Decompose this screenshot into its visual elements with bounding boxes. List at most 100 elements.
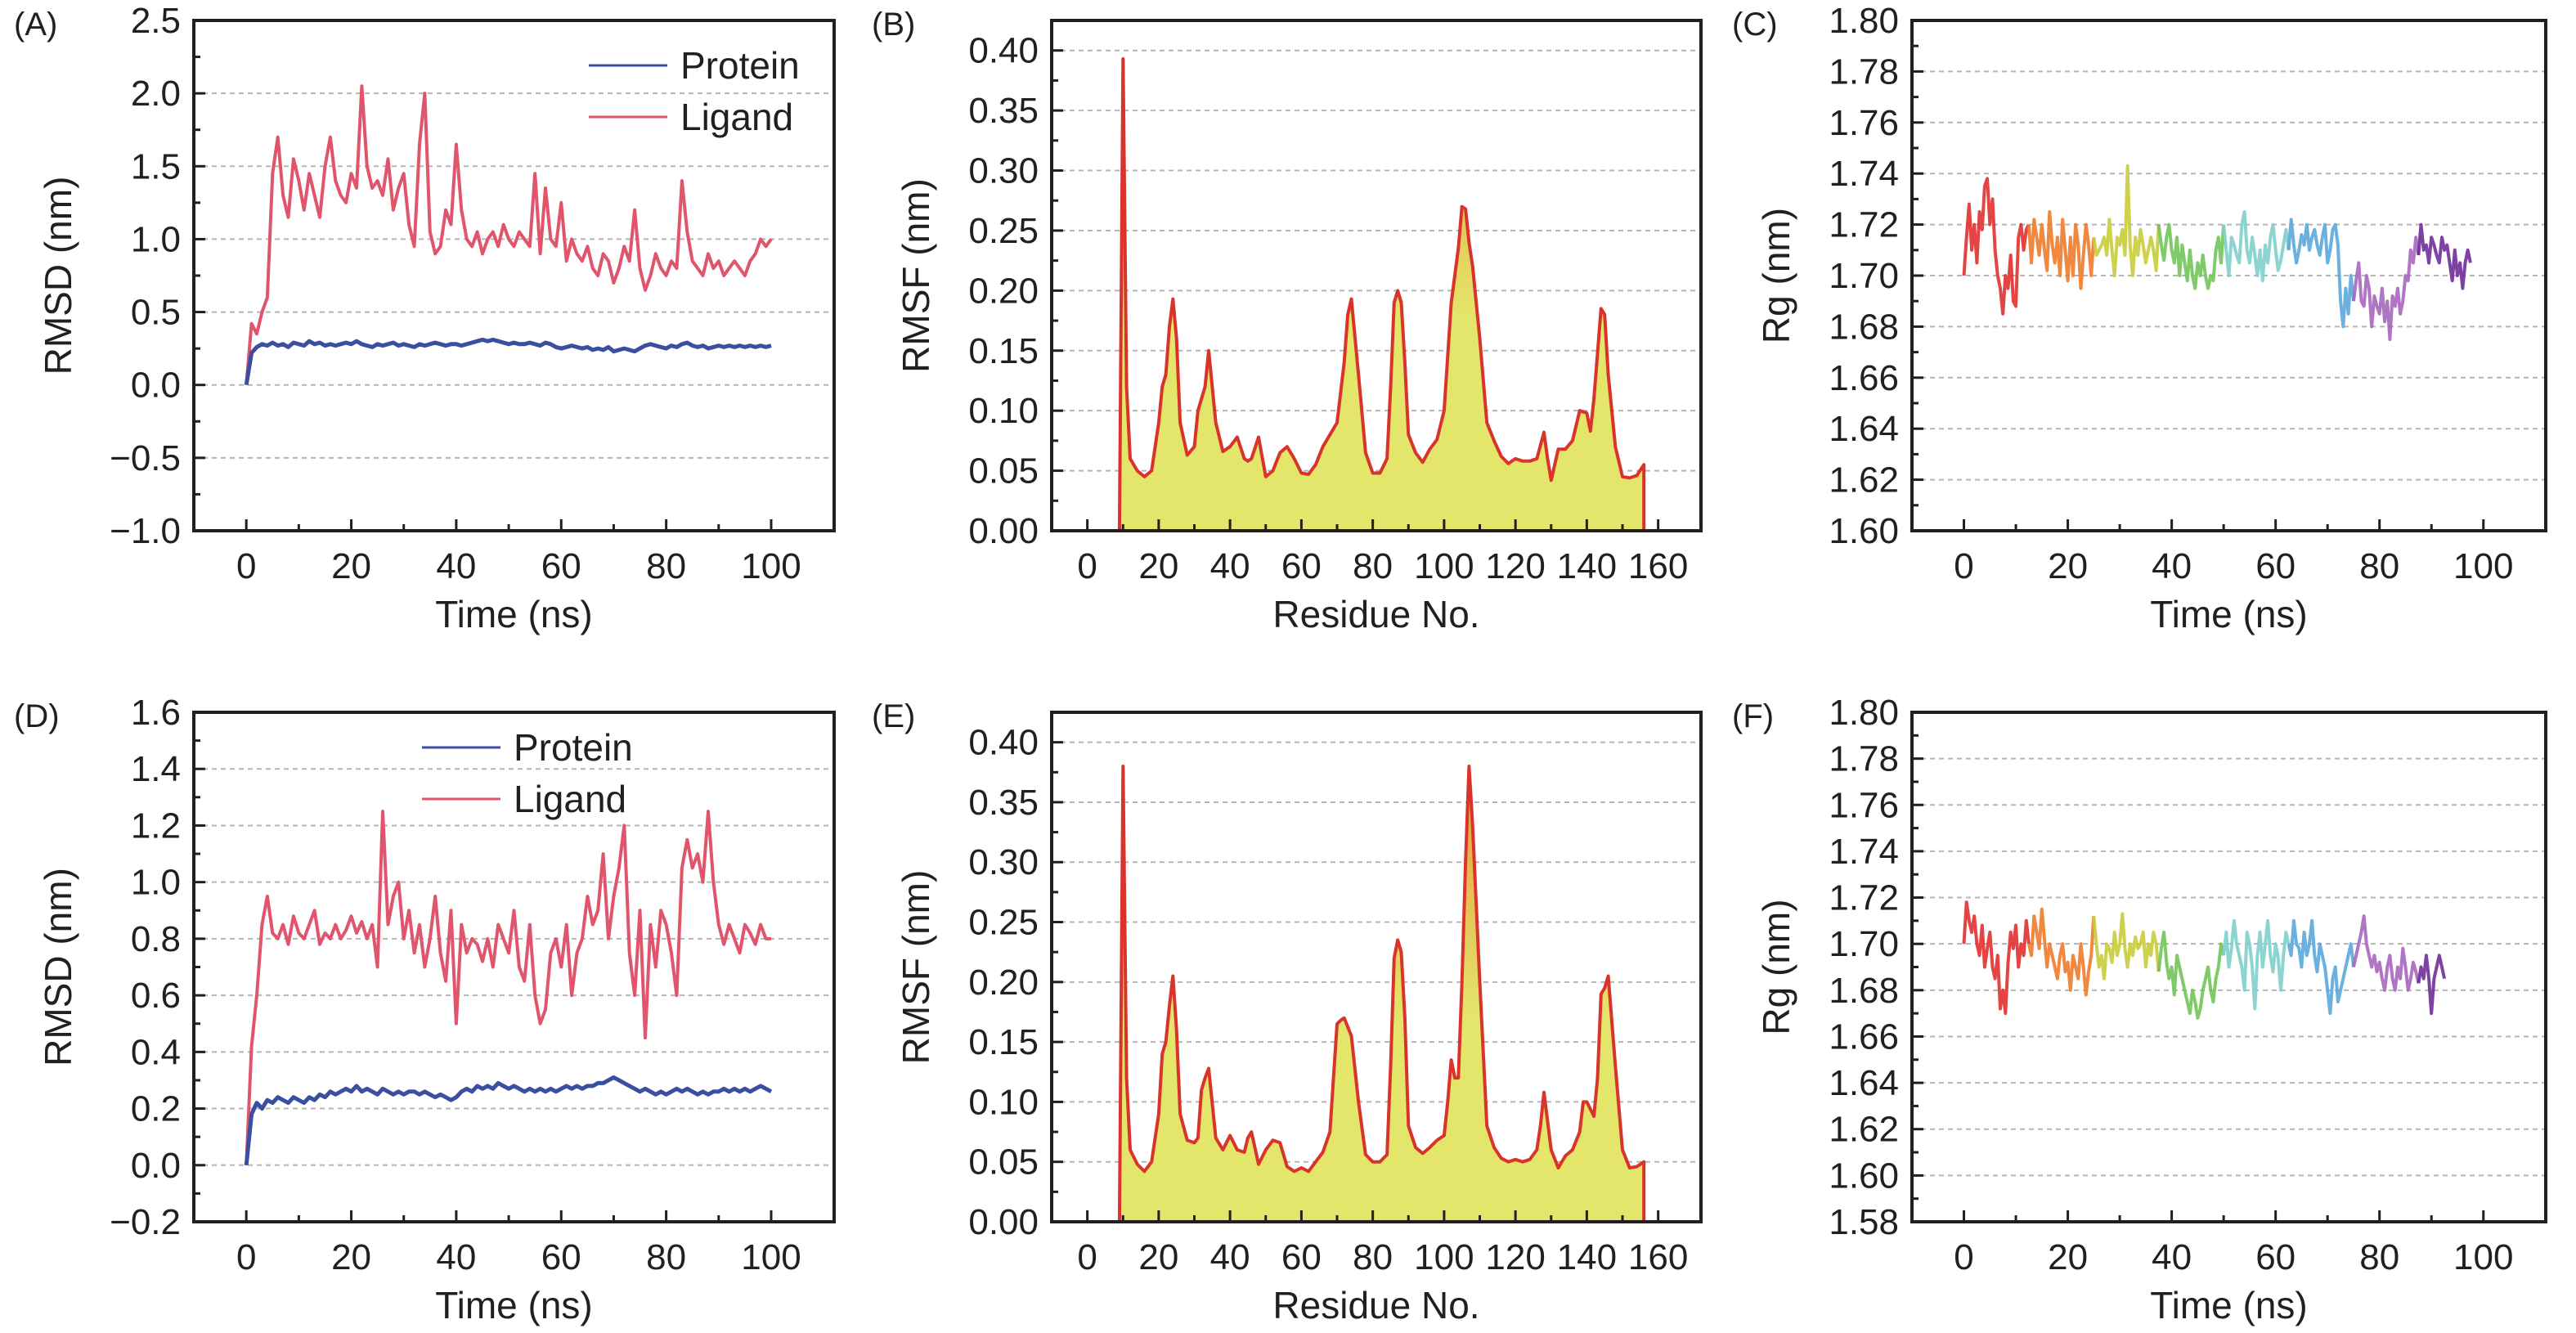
x-axis-title: Residue No. xyxy=(1272,1284,1479,1326)
plot-frame xyxy=(1050,711,1703,1223)
ligand-rmsd-line xyxy=(245,810,771,1165)
x-axis-title: Time (ns) xyxy=(435,1284,593,1326)
y-tick-label: 1.60 xyxy=(1829,511,1899,551)
panel-f: 1.80 1.78 1.76 1.74 1.72 1.70 1.68 1.66 1.64 1.62… xyxy=(1732,693,2547,1326)
rmsf-line xyxy=(1117,765,1646,1223)
y-tick-label: −0.5 xyxy=(110,438,181,478)
y-tick-label: 1.74 xyxy=(1829,154,1899,194)
x-tick-label: 80 xyxy=(1353,1237,1393,1277)
y-tick-label: 1.74 xyxy=(1829,832,1899,872)
y-tick-label: 1.5 xyxy=(131,146,181,186)
x-tick-label: 20 xyxy=(1138,546,1178,586)
rg-segment-4 xyxy=(2156,222,2226,290)
x-axis-title: Time (ns) xyxy=(435,593,593,635)
x-tick-label: 40 xyxy=(2152,546,2192,586)
panel-c: 1.80 1.78 1.76 1.74 1.72 1.70 1.68 1.66 1.64 1.62… xyxy=(1732,1,2547,635)
legend: Protein Ligand xyxy=(422,726,633,820)
rmsf-area xyxy=(1119,766,1645,1222)
x-tick-label: 100 xyxy=(2453,546,2513,586)
y-tick-label: 1.60 xyxy=(1829,1156,1899,1196)
plot-frame xyxy=(1050,19,1703,532)
rg-segment-4 xyxy=(2156,931,2226,1020)
rg-segment-5 xyxy=(2222,918,2291,1011)
y-tick-label: 0.25 xyxy=(968,211,1039,251)
panel-label: (D) xyxy=(14,698,60,734)
y-tick-label: 1.70 xyxy=(1829,924,1899,964)
y-tick-label: 0.10 xyxy=(968,391,1039,431)
y-tick-label: 1.64 xyxy=(1829,1063,1899,1103)
y-tick-label: 0.00 xyxy=(968,511,1039,551)
rg-segment-2 xyxy=(2026,210,2096,290)
rg-segment-7 xyxy=(2352,236,2421,341)
x-tick-label: 100 xyxy=(1414,1237,1474,1277)
rg-segment-6 xyxy=(2287,218,2355,329)
x-tick-label: 20 xyxy=(1138,1237,1178,1277)
y-tick-label: 1.66 xyxy=(1829,1017,1899,1057)
y-tick-label: 0.05 xyxy=(968,1142,1039,1183)
panel-label: (E) xyxy=(872,698,915,734)
y-axis-title: Rg (nm) xyxy=(1755,208,1797,343)
rmsf-area xyxy=(1119,59,1645,531)
y-tick-label: 0.35 xyxy=(968,91,1039,131)
panel-label: (C) xyxy=(1732,7,1778,43)
legend: Protein Ligand xyxy=(589,44,800,138)
y-tick-label: 1.6 xyxy=(131,693,181,733)
panel-a: Protein Ligand 2.5 2.0 1.5 1.0 0.5 0.0 −0.5 −1.0 0… xyxy=(14,1,836,635)
y-tick-label: 0.6 xyxy=(131,976,181,1016)
rmsf-line xyxy=(1117,57,1646,532)
x-tick-label: 40 xyxy=(436,1237,476,1277)
x-tick-label: 20 xyxy=(2048,1237,2088,1277)
legend-ligand-label: Ligand xyxy=(680,96,793,138)
y-tick-label: −0.2 xyxy=(110,1202,181,1242)
x-tick-label: 20 xyxy=(331,1237,371,1277)
y-tick-label: 1.0 xyxy=(131,219,181,259)
y-tick-label: 1.78 xyxy=(1829,739,1899,779)
ligand-rmsd-line xyxy=(245,84,773,385)
x-tick-label: 120 xyxy=(1485,546,1545,586)
legend-protein-label: Protein xyxy=(680,44,800,87)
y-tick-label: 0.00 xyxy=(968,1202,1039,1242)
x-tick-label: 80 xyxy=(646,1237,686,1277)
panel-e: 0.40 0.35 0.30 0.25 0.20 0.15 0.10 0.05 0.00 0 20 4… xyxy=(872,698,1703,1326)
y-tick-label: 1.76 xyxy=(1829,103,1899,143)
rg-segment-3 xyxy=(2092,164,2161,277)
x-tick-label: 140 xyxy=(1557,1237,1617,1277)
y-tick-label: 1.2 xyxy=(131,806,181,846)
y-tick-label: 1.68 xyxy=(1829,307,1899,347)
y-tick-label: 1.62 xyxy=(1829,1110,1899,1150)
y-tick-label: 0.15 xyxy=(968,1022,1039,1062)
legend-protein-label: Protein xyxy=(514,726,633,769)
y-tick-label: 0.0 xyxy=(131,1146,181,1186)
y-tick-label: 2.5 xyxy=(131,1,181,41)
y-tick-label: 0.30 xyxy=(968,842,1039,882)
rg-segment-8 xyxy=(2417,222,2472,290)
rg-segment-2 xyxy=(2026,907,2096,997)
x-tick-label: 100 xyxy=(741,546,801,586)
y-axis-title: RMSF (nm) xyxy=(895,178,937,373)
x-tick-label: 100 xyxy=(2453,1237,2513,1277)
x-tick-label: 80 xyxy=(1353,546,1393,586)
panel-label: (A) xyxy=(14,7,57,43)
y-axis-title: RMSD (nm) xyxy=(37,868,79,1066)
y-axis-title: RMSD (nm) xyxy=(37,177,79,375)
protein-rmsd-line xyxy=(244,337,772,386)
y-tick-label: 2.0 xyxy=(131,74,181,114)
x-tick-label: 80 xyxy=(646,546,686,586)
y-axis-title: Rg (nm) xyxy=(1755,899,1797,1035)
rg-segment-1 xyxy=(1962,177,2031,316)
y-tick-label: 1.70 xyxy=(1829,256,1899,296)
y-tick-label: 0.40 xyxy=(968,723,1039,763)
x-tick-label: 0 xyxy=(1954,546,1973,586)
y-tick-label: 1.80 xyxy=(1829,693,1899,733)
y-tick-label: 1.58 xyxy=(1829,1202,1899,1242)
x-tick-label: 40 xyxy=(2152,1237,2192,1277)
x-axis-title: Time (ns) xyxy=(2150,593,2308,635)
rg-segment-1 xyxy=(1962,900,2031,1016)
y-tick-label: 0.20 xyxy=(968,271,1039,311)
panel-d: Protein Ligand 1.6 1.4 1.2 1.0 0.8 0.6 0.4 0.2 0.0… xyxy=(14,693,836,1326)
y-tick-label: 1.72 xyxy=(1829,878,1899,918)
x-tick-label: 60 xyxy=(2255,1237,2296,1277)
x-tick-label: 140 xyxy=(1557,546,1617,586)
x-tick-label: 0 xyxy=(1077,546,1097,586)
